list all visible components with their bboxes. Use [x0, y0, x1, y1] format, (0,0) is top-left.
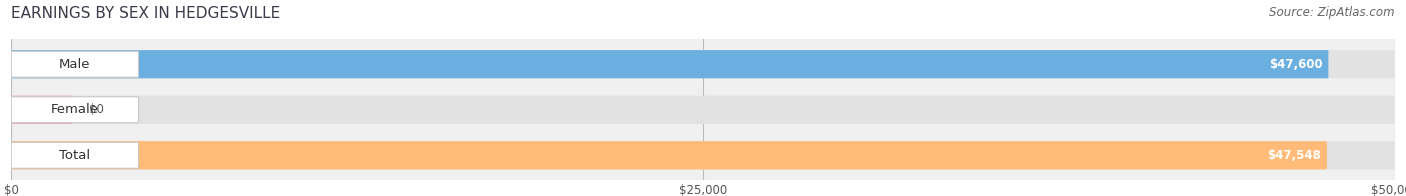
FancyBboxPatch shape — [11, 50, 1395, 78]
Text: Female: Female — [51, 103, 98, 116]
FancyBboxPatch shape — [11, 142, 139, 168]
Text: Total: Total — [59, 149, 90, 162]
Text: $0: $0 — [89, 103, 104, 116]
FancyBboxPatch shape — [11, 97, 139, 123]
Text: EARNINGS BY SEX IN HEDGESVILLE: EARNINGS BY SEX IN HEDGESVILLE — [11, 6, 281, 21]
Text: $47,600: $47,600 — [1270, 58, 1323, 71]
FancyBboxPatch shape — [11, 141, 1327, 169]
Text: $47,548: $47,548 — [1267, 149, 1322, 162]
FancyBboxPatch shape — [11, 141, 1395, 169]
FancyBboxPatch shape — [11, 96, 72, 124]
Text: Source: ZipAtlas.com: Source: ZipAtlas.com — [1270, 6, 1395, 19]
FancyBboxPatch shape — [11, 96, 1395, 124]
FancyBboxPatch shape — [11, 50, 1329, 78]
Text: Male: Male — [59, 58, 90, 71]
FancyBboxPatch shape — [11, 51, 139, 77]
